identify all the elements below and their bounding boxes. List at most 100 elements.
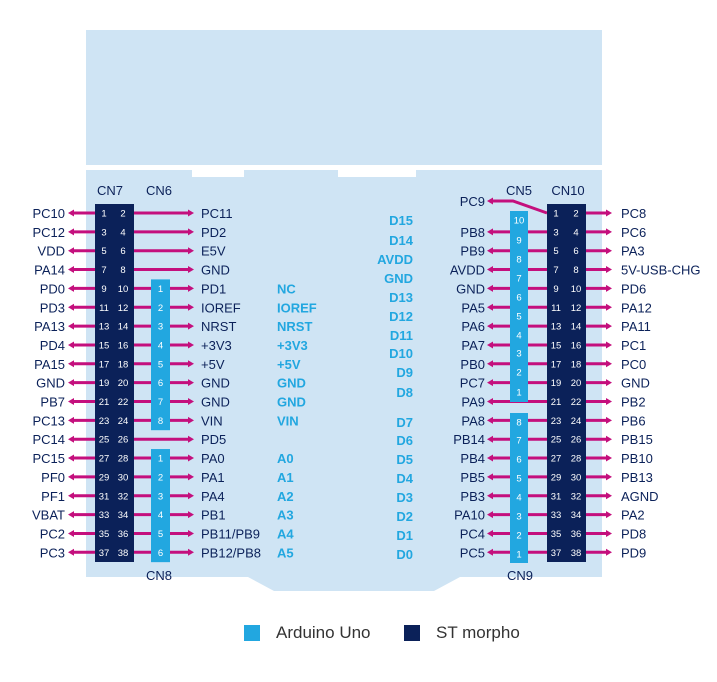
cn7-right-pin-arrow	[188, 492, 194, 500]
legend-arduino: Arduino Uno	[244, 622, 371, 644]
cn10-left-pin-line	[491, 199, 548, 215]
cn10-pin-number: 9	[553, 284, 558, 295]
cn7-pin-number: 38	[118, 548, 129, 559]
cn10-left-label: PA8	[461, 413, 485, 428]
cn10-pin-number: 1	[553, 209, 558, 220]
board-top-panel	[86, 30, 602, 165]
cn10-pin-number: 25	[551, 435, 562, 446]
cn10-right-pin-arrow	[606, 435, 612, 443]
cn7-right-pin-arrow	[188, 529, 194, 537]
cn10-right-label: PD8	[621, 526, 646, 541]
cn5-arduino-label: D8	[396, 385, 413, 400]
cn9-pin-number: 3	[516, 512, 521, 523]
cn7-pin-number: 24	[118, 416, 129, 427]
cn10-right-label: PD9	[621, 545, 646, 560]
cn5-arduino-label: D15	[389, 213, 413, 228]
cn10-pin-number: 27	[551, 454, 562, 465]
cn7-left-pin-arrow	[68, 228, 74, 236]
cn7-left-label: PB7	[40, 395, 65, 410]
cn5-arduino-label: D11	[390, 328, 413, 343]
cn7-left-pin-arrow	[68, 266, 74, 274]
cn10-left-label: PA7	[461, 338, 485, 353]
cn7-header	[95, 204, 134, 562]
cn7-right-label: PD5	[201, 432, 226, 447]
cn10-left-label: PC4	[460, 526, 485, 541]
cn5-pin-number: 7	[516, 274, 521, 285]
cn6-pin-number: 6	[158, 378, 163, 389]
cn7-right-label: PB1	[201, 508, 226, 523]
legend-morpho: ST morpho	[404, 622, 520, 644]
cn5-pin-number: 3	[516, 349, 521, 360]
cn6-pin-number: 1	[158, 284, 163, 295]
cn9-pin-number: 5	[516, 474, 521, 485]
cn7-left-label: PF1	[41, 489, 65, 504]
cn8-arduino-label: A0	[277, 451, 294, 466]
cn10-right-pin-arrow	[606, 416, 612, 424]
cn10-pin-number: 36	[571, 529, 582, 540]
cn7-left-label: PA15	[34, 357, 65, 372]
cn10-pin-number: 14	[571, 322, 582, 333]
cn9-pin-number: 4	[516, 493, 521, 504]
cn6-arduino-label: +5V	[277, 357, 301, 372]
cn7-right-label: IOREF	[201, 300, 241, 315]
cn7-pin-number: 27	[99, 454, 110, 465]
cn7-left-label: PC13	[32, 413, 65, 428]
cn10-left-label: PB5	[460, 470, 485, 485]
cn7-right-label: +3V3	[201, 338, 232, 353]
cn7-pin-number: 20	[118, 378, 129, 389]
cn10-left-pin-arrow	[487, 416, 493, 424]
cn10-right-pin-arrow	[606, 341, 612, 349]
cn7-right-pin-arrow	[188, 266, 194, 274]
cn7-pin-number: 1	[101, 209, 106, 220]
cn10-left-pin-arrow	[487, 548, 493, 556]
cn10-pin-number: 20	[571, 378, 582, 389]
cn9-arduino-label: D0	[396, 547, 413, 562]
cn5-pin-number: 5	[516, 312, 521, 323]
cn10-pin-number: 17	[551, 359, 562, 370]
cn10-pin-number: 28	[571, 454, 582, 465]
cn9-arduino-label: D4	[396, 471, 413, 486]
cn9-arduino-label: D6	[396, 433, 413, 448]
cn7-left-label: PC12	[32, 225, 65, 240]
cn7-pin-number: 25	[99, 435, 110, 446]
cn7-pin-number: 22	[118, 397, 129, 408]
legend-arduino-label: Arduino Uno	[276, 623, 371, 642]
cn6-arduino-label: VIN	[277, 413, 299, 428]
cn10-right-pin-arrow	[606, 529, 612, 537]
cn7-pin-number: 6	[120, 246, 125, 257]
cn7-left-label: PA13	[34, 319, 65, 334]
cn5-pin-number: 2	[516, 368, 521, 379]
cn7-right-pin-arrow	[188, 303, 194, 311]
cn10-right-label: PB2	[621, 395, 646, 410]
cn7-pin-number: 12	[118, 303, 129, 314]
cn7-right-pin-arrow	[188, 341, 194, 349]
cn7-left-label: PC2	[40, 526, 65, 541]
cn7-pin-number: 16	[118, 340, 129, 351]
cn10-left-pin-arrow	[487, 511, 493, 519]
cn7-right-label: PA0	[201, 451, 225, 466]
cn7-pin-number: 11	[99, 303, 109, 314]
cn10-pin-number: 11	[551, 303, 561, 314]
cn7-right-label: NRST	[201, 319, 236, 334]
cn9-arduino-label: D5	[396, 452, 413, 467]
cn10-right-pin-arrow	[606, 247, 612, 255]
cn10-right-label: PA11	[621, 319, 651, 334]
cn10-pin-number: 6	[573, 246, 578, 257]
cn10-right-pin-arrow	[606, 322, 612, 330]
cn10-pin-number: 29	[551, 472, 562, 483]
cn7-pin-number: 23	[99, 416, 110, 427]
cn10-left-pin-arrow	[487, 197, 493, 205]
cn7-right-label: PA1	[201, 470, 225, 485]
cn9-pin-number: 7	[516, 436, 521, 447]
cn10-left-label: PA6	[461, 319, 485, 334]
cn9-arduino-label: D1	[396, 528, 413, 543]
cn10-left-pin-arrow	[487, 398, 493, 405]
cn7-pin-number: 10	[118, 284, 129, 295]
cn7-right-pin-arrow	[188, 398, 194, 405]
cn10-left-label: GND	[456, 281, 485, 296]
cn7-pin-number: 34	[118, 510, 129, 521]
cn7-right-label: PB12/PB8	[201, 545, 261, 560]
cn8-pin-number: 1	[158, 454, 163, 465]
